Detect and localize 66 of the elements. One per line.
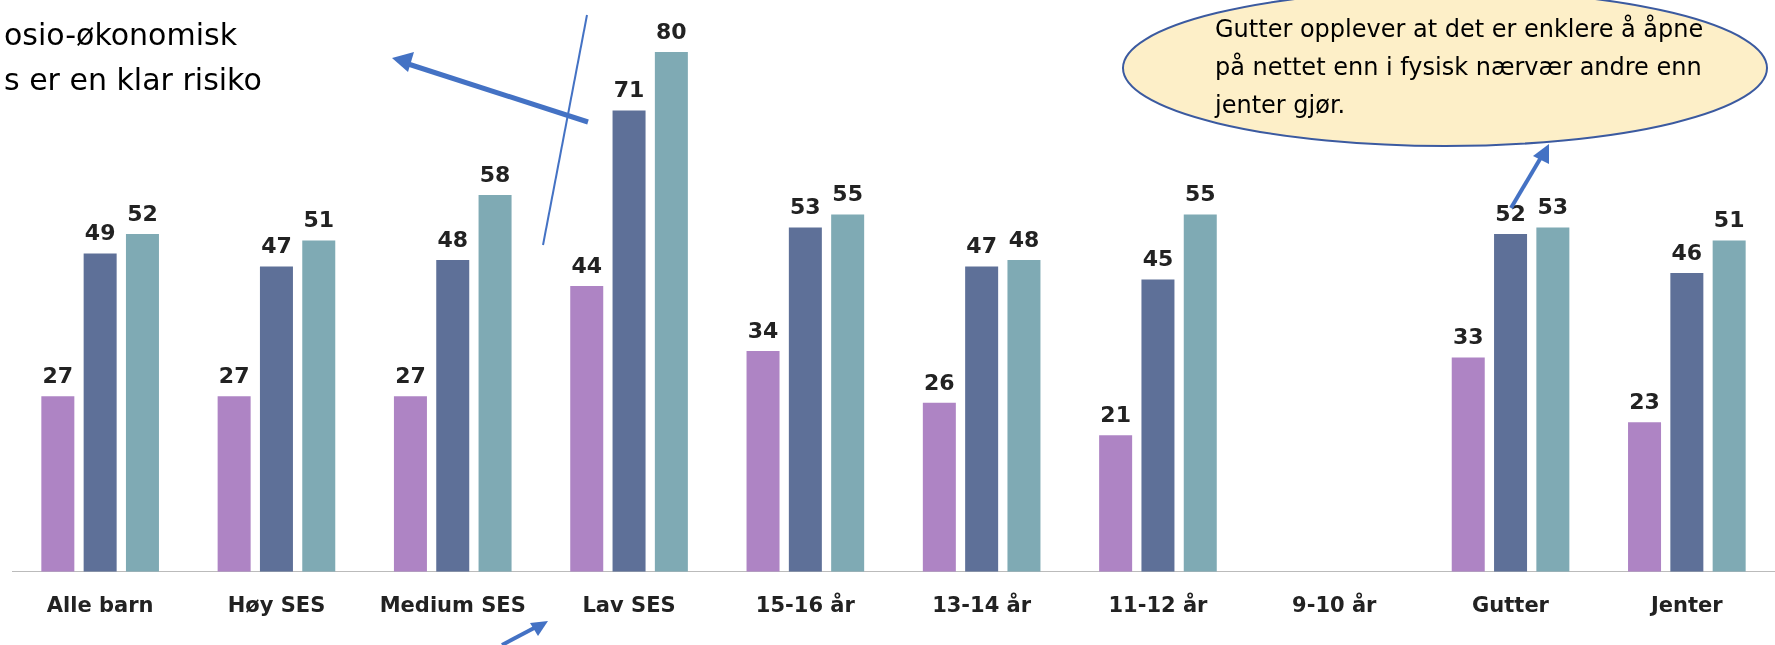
data-label: 52	[1495, 200, 1526, 226]
bar	[831, 214, 865, 572]
data-label: 34	[747, 317, 779, 343]
data-label: 51	[1713, 207, 1745, 233]
data-label: 49	[84, 220, 116, 246]
bar	[393, 396, 427, 572]
data-label: 71	[613, 77, 645, 103]
data-label: 48	[1008, 226, 1040, 252]
bar	[612, 110, 646, 572]
bar	[1183, 214, 1217, 572]
bar	[1099, 435, 1133, 572]
data-label: 48	[437, 226, 469, 252]
bar	[1451, 357, 1485, 572]
data-label: 80	[656, 18, 687, 44]
bar	[1712, 240, 1746, 572]
bar	[217, 396, 251, 572]
x-tick-label: 13-14 år	[932, 591, 1032, 617]
data-label: 55	[1184, 181, 1216, 207]
data-label: 47	[966, 233, 997, 259]
bar	[965, 266, 999, 572]
x-tick-label: Medium SES	[379, 592, 526, 617]
x-tick-label: 9-10 år	[1292, 591, 1378, 617]
annotation: Gutter opplever at det er enklere å åpne på nettet enn i fysisk nærvær andre enn jenter gjør.	[1215, 13, 1705, 121]
bar	[570, 285, 604, 572]
data-label: 52	[127, 200, 158, 226]
bar	[436, 259, 470, 572]
data-label: 53	[1537, 194, 1569, 220]
data-label: 45	[1142, 246, 1174, 272]
bar	[83, 253, 117, 572]
bar	[1141, 279, 1175, 572]
data-label: 27	[42, 363, 74, 389]
bar	[1536, 227, 1570, 572]
x-tick-label: Jenter	[1649, 592, 1724, 617]
data-label: 55	[832, 181, 863, 207]
data-label: 44	[571, 252, 603, 278]
bar	[302, 240, 336, 572]
x-tick-label: 11-12 år	[1108, 591, 1209, 617]
data-label: 27	[395, 363, 426, 389]
bar	[41, 396, 75, 572]
x-tick-label: Gutter	[1472, 592, 1550, 617]
bar	[1007, 259, 1041, 572]
data-label: 47	[261, 233, 292, 259]
data-label: 46	[1671, 239, 1703, 265]
bar	[1628, 422, 1662, 572]
bar	[259, 266, 293, 572]
bar	[922, 402, 956, 572]
x-tick-label: 15-16 år	[755, 591, 856, 617]
data-label: 58	[479, 161, 511, 187]
data-label: 27	[218, 363, 250, 389]
bar	[746, 350, 780, 572]
bar	[125, 233, 159, 572]
bar	[788, 227, 822, 572]
bar	[478, 194, 512, 572]
annotation: osio-økonomisk s er en klar risiko	[4, 16, 262, 99]
bar	[654, 52, 688, 572]
data-label: 51	[303, 207, 335, 233]
data-label: 23	[1629, 389, 1660, 415]
data-label: 33	[1452, 324, 1484, 350]
x-tick-label: Alle barn	[46, 592, 154, 617]
data-label: 53	[790, 194, 821, 220]
bar	[1670, 272, 1704, 572]
x-tick-label: Høy SES	[227, 592, 326, 617]
data-label: 21	[1100, 402, 1131, 428]
bar	[1494, 233, 1528, 572]
x-tick-label: Lav SES	[582, 592, 676, 617]
data-label: 26	[924, 369, 955, 395]
